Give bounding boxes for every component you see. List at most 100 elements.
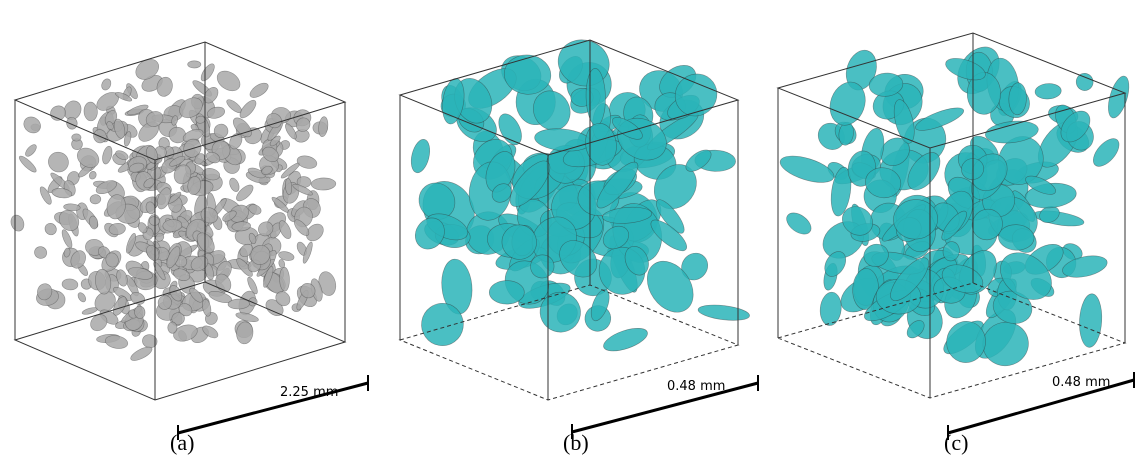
pore-blob <box>1108 75 1130 119</box>
pore-blob <box>1025 175 1056 195</box>
pore-blob <box>306 223 324 242</box>
pore-blob <box>624 246 649 276</box>
pore-blob <box>116 269 128 287</box>
pore-blob <box>275 291 291 307</box>
pore-blob <box>488 280 525 305</box>
pore-blob <box>829 81 866 126</box>
scale-label: 0.48 mm <box>1052 375 1110 390</box>
pore-blob <box>503 54 552 95</box>
pore-blob <box>105 335 129 349</box>
pore-blob <box>76 147 100 168</box>
pore-blob <box>945 58 986 81</box>
pore-blob <box>83 101 98 122</box>
pore-blob <box>77 292 87 303</box>
pore-blob <box>25 144 37 157</box>
pore-blob <box>819 291 842 326</box>
pore-blob <box>173 324 198 342</box>
pore-blob <box>216 70 241 92</box>
pore-blob <box>236 184 254 202</box>
pore-blob <box>90 314 108 332</box>
pore-blob <box>179 97 203 119</box>
pore-blob <box>171 115 178 126</box>
pore-blob <box>156 76 173 97</box>
pore-blob <box>262 146 279 163</box>
pore-blob <box>318 116 329 137</box>
pore-blob <box>203 86 219 104</box>
pore-blob <box>278 251 295 261</box>
pore-blob <box>985 120 1039 144</box>
pore-blob <box>222 210 237 222</box>
pore-blob <box>421 302 464 346</box>
pore-blob <box>146 244 160 261</box>
pore-blob <box>108 222 126 236</box>
panel-label: (b) <box>563 430 589 455</box>
pore-blob <box>539 291 581 333</box>
pore-blob <box>229 177 240 192</box>
pore-blob <box>231 221 251 232</box>
pore-blob <box>187 176 202 195</box>
pore-blob <box>205 151 221 164</box>
pore-blob <box>249 82 269 98</box>
pore-blob <box>94 268 112 295</box>
pore-blob <box>58 209 80 231</box>
pore-blob <box>893 199 938 240</box>
pore-blob <box>153 261 166 281</box>
pore-blob <box>94 291 116 313</box>
pore-blob <box>134 305 146 319</box>
pore-blob <box>868 72 904 97</box>
pore-blob <box>779 155 835 183</box>
pore-blob <box>89 194 102 205</box>
pore-blob <box>285 123 297 140</box>
pore-blob <box>300 283 316 299</box>
pore-blob <box>227 298 250 310</box>
pore-blob <box>137 222 148 234</box>
pore-blob <box>66 116 78 130</box>
pore-blob <box>106 121 114 130</box>
pore-blob <box>414 217 445 250</box>
pore-blob <box>135 58 160 80</box>
pore-blob <box>279 266 290 292</box>
pore-blob <box>534 128 591 152</box>
pore-blob <box>200 63 215 82</box>
pore-blob <box>34 246 48 259</box>
pore-blob <box>236 321 254 345</box>
pore-blob <box>302 241 313 264</box>
pore-blob <box>263 266 274 288</box>
pore-blob <box>130 346 153 361</box>
pore-blob <box>559 240 598 278</box>
renderings <box>10 32 1130 401</box>
pore-blob <box>533 90 571 131</box>
pore-blob <box>162 219 183 232</box>
pore-blob <box>194 153 205 165</box>
pore-blob <box>786 212 812 235</box>
pore-blob <box>113 118 126 139</box>
pore-blob <box>239 99 257 119</box>
pore-blob <box>294 219 310 237</box>
pore-blob <box>602 206 653 224</box>
pore-blob <box>915 107 965 131</box>
pore-blob <box>39 186 52 205</box>
pore-blob <box>1060 110 1091 143</box>
pore-blob <box>998 224 1035 251</box>
pore-blob <box>106 194 126 220</box>
pore-blob <box>941 210 967 241</box>
pore-blob <box>187 60 202 69</box>
pore-blob <box>971 208 1003 241</box>
pore-blob <box>189 287 203 303</box>
pore-blob <box>685 149 712 172</box>
pore-blob <box>697 304 750 321</box>
pore-blob <box>196 232 215 254</box>
pore-blob <box>71 133 82 142</box>
pore-blob <box>647 260 694 313</box>
pore-blob <box>95 180 118 195</box>
pore-blob <box>278 220 292 240</box>
pore-blob <box>143 177 155 189</box>
pore-blob <box>250 244 271 265</box>
pore-blob <box>239 243 254 257</box>
pore-blob <box>1093 138 1120 167</box>
pore-blob <box>295 117 311 132</box>
pore-blob <box>269 135 281 147</box>
pore-blob <box>44 222 57 236</box>
pore-blob <box>63 247 71 258</box>
